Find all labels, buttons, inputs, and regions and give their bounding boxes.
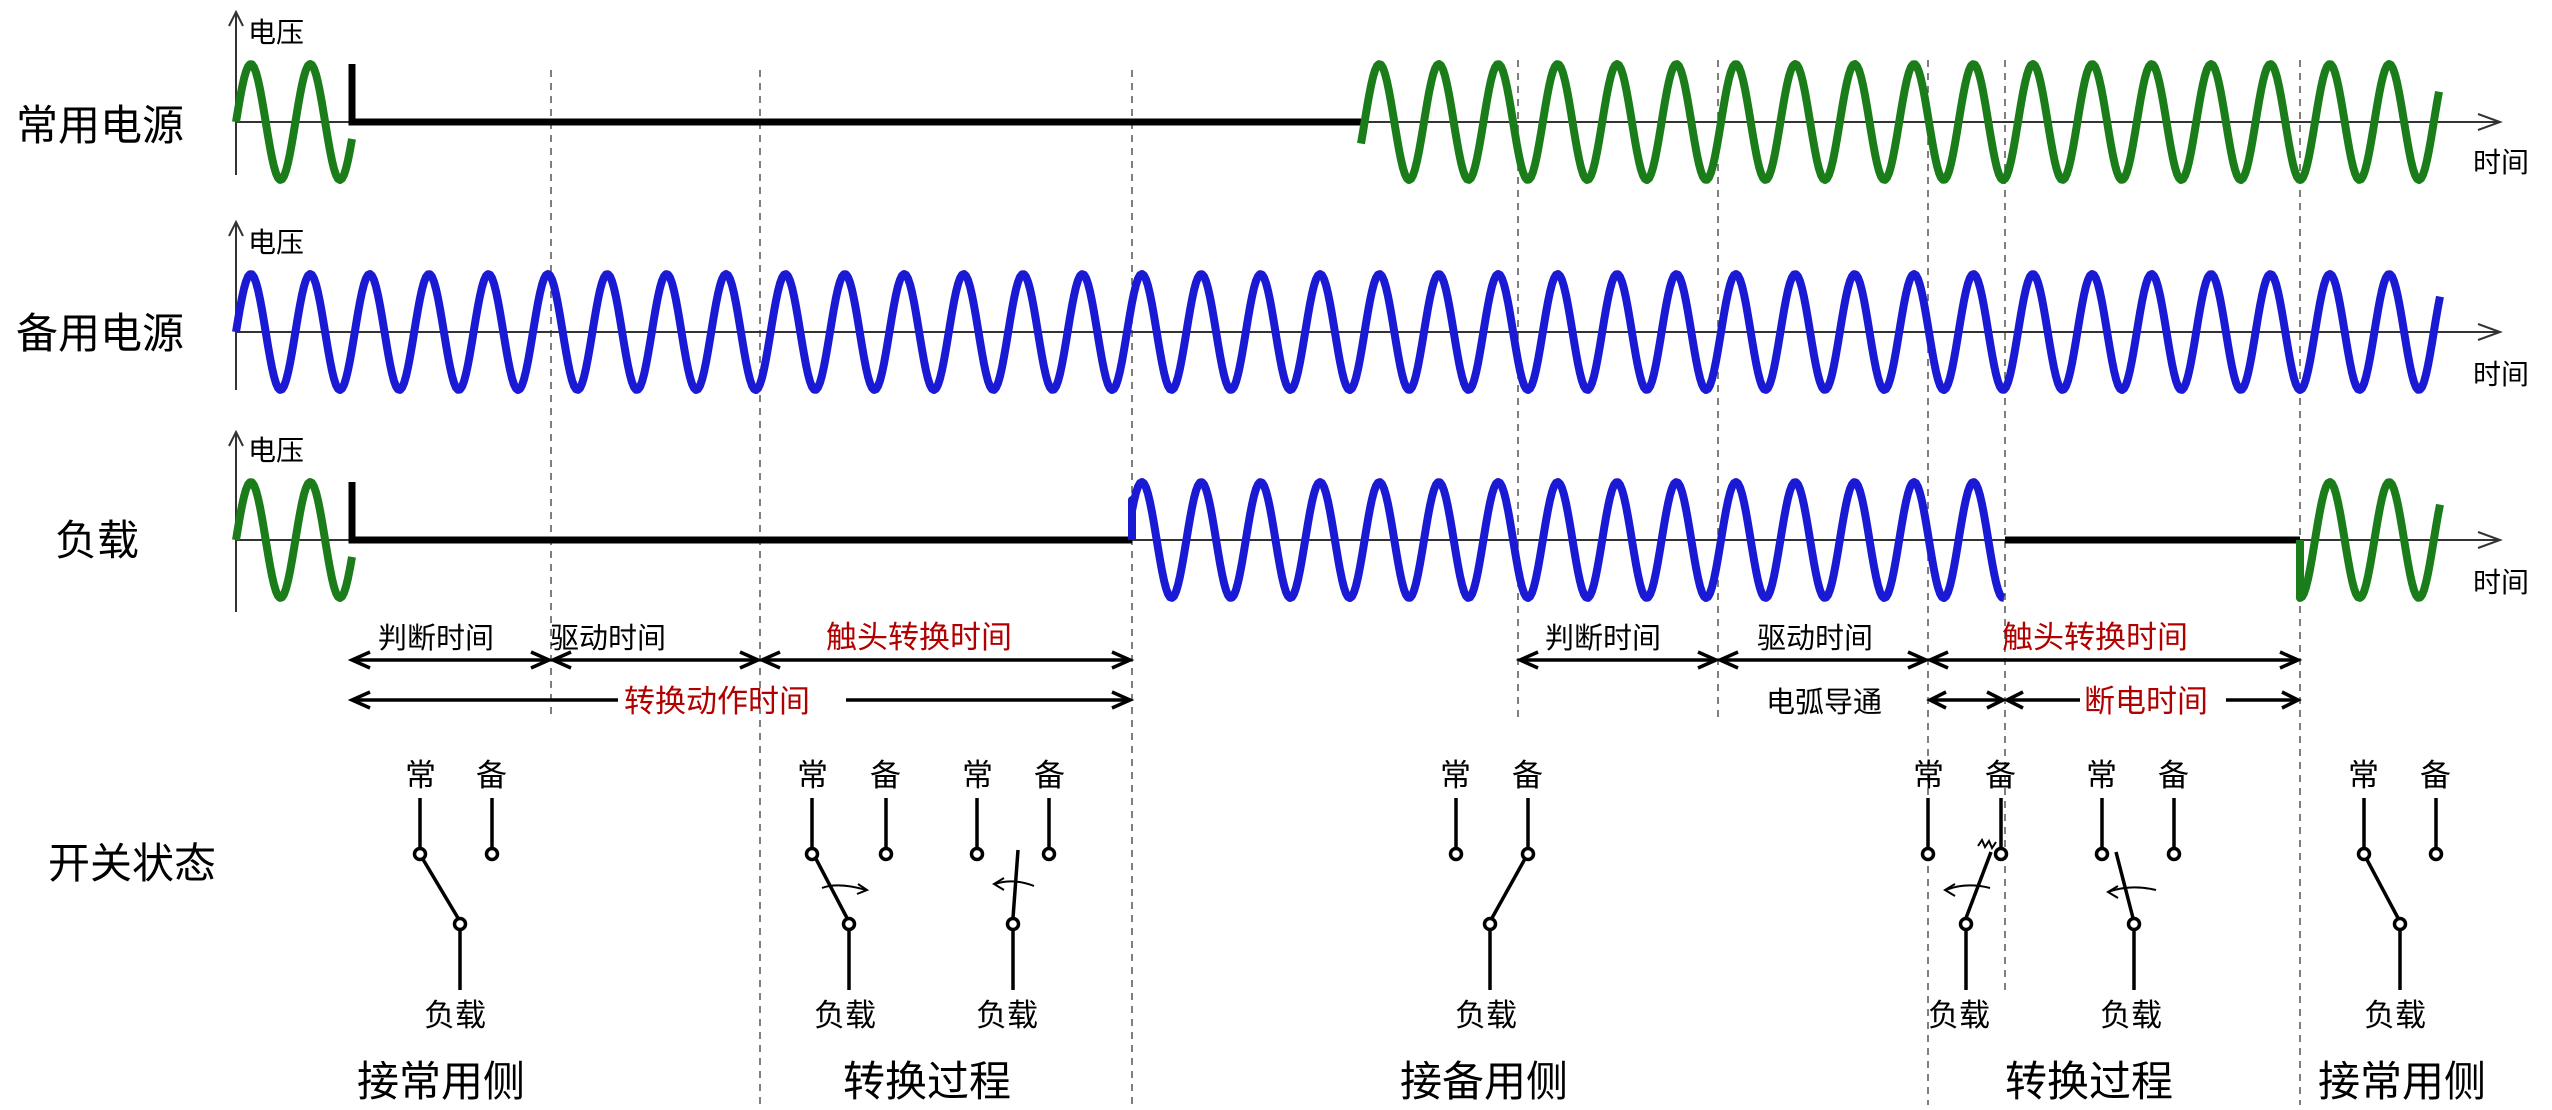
- load-terminal-label: 负载: [814, 998, 876, 1034]
- load-outage-line: [348, 482, 1132, 544]
- contact-time-arrow: [757, 650, 1135, 670]
- arc-conduction-arrow: [1926, 690, 2007, 710]
- x-axis-label: 时间: [2473, 566, 2529, 599]
- load-terminal-label: 负载: [424, 998, 486, 1034]
- backup-contact-label: 备: [476, 758, 507, 794]
- switch-state-normal-restored: 常 备 负载: [2348, 758, 2451, 1034]
- x-axis-label: 时间: [2473, 146, 2529, 179]
- power-off-label: 断电时间: [2084, 684, 2208, 720]
- phase-label: 转换过程: [2005, 1057, 2173, 1106]
- backup-contact-label: 备: [1512, 758, 1543, 794]
- switch-state-normal: 常 备 负载: [405, 758, 507, 1034]
- phase-label: 接备用侧: [1400, 1057, 1568, 1106]
- contact-time-label: 触头转换时间: [2002, 620, 2188, 656]
- drive-time-label: 驱动时间: [550, 621, 666, 655]
- load-terminal-label: 负载: [976, 998, 1038, 1034]
- x-axis-label: 时间: [2473, 358, 2529, 391]
- x-axis-arrow-icon: [2477, 531, 2503, 549]
- rotation-arrow-icon: [994, 880, 1035, 887]
- backup-contact-label: 备: [870, 758, 901, 794]
- x-axis-arrow-icon: [2477, 323, 2503, 341]
- backup-contact-label: 备: [1985, 758, 2016, 794]
- load-terminal-label: 负载: [2100, 998, 2162, 1034]
- normal-contact-label: 常: [2086, 758, 2117, 794]
- time-marker-lines: [550, 60, 2301, 1105]
- phase-label: 接常用侧: [357, 1057, 525, 1106]
- y-axis-label: 电压: [248, 434, 304, 467]
- normal-power-restored-wave: [1357, 60, 2443, 184]
- load-terminal-label: 负载: [1455, 998, 1517, 1034]
- y-axis-label: 电压: [248, 16, 304, 49]
- normal-power-outage-line: [348, 64, 1361, 126]
- phase-labels: 接常用侧 转换过程 接备用侧 转换过程 接常用侧: [357, 1057, 2486, 1106]
- contact-time-label: 触头转换时间: [826, 620, 1012, 656]
- backup-power-label: 备用电源: [16, 309, 184, 358]
- phase-label: 转换过程: [843, 1057, 1011, 1106]
- switch-state-backup: 常 备 负载: [1440, 758, 1543, 1034]
- switch-state-moving-to-normal: 常 备 负载: [2086, 758, 2189, 1034]
- load-terminal-label: 负载: [2364, 998, 2426, 1034]
- total-transfer-label: 转换动作时间: [624, 684, 810, 720]
- load-label: 负载: [55, 516, 139, 565]
- power-off-arrow: [2003, 690, 2302, 710]
- backup-contact-label: 备: [2158, 758, 2189, 794]
- normal-power-label: 常用电源: [16, 101, 184, 150]
- switch-status-label: 开关状态: [48, 839, 216, 888]
- switch-state-leaving-normal: 常 备 负载: [797, 758, 901, 1034]
- arc-conduction-label: 电弧导通: [1766, 685, 1882, 719]
- load-row: 负载 电压 时间: [55, 429, 2529, 612]
- timing-left: 判断时间 驱动时间 触头转换时间 转换动作时间: [347, 620, 1135, 720]
- rotation-arrow-icon: [821, 884, 867, 891]
- load-normal-restored-wave: [2296, 478, 2444, 602]
- load-normal-wave: [232, 478, 356, 602]
- y-axis-arrow-icon: [228, 219, 244, 237]
- total-transfer-arrow: [347, 690, 1135, 710]
- switch-state-moving-to-backup: 常 备 负载: [962, 758, 1065, 1034]
- normal-contact-label: 常: [1913, 758, 1944, 794]
- phase-label: 接常用侧: [2318, 1057, 2486, 1106]
- judge-time-label: 判断时间: [1545, 621, 1661, 655]
- judge-time-label: 判断时间: [378, 621, 494, 655]
- normal-contact-label: 常: [405, 758, 436, 794]
- drive-time-label: 驱动时间: [1757, 621, 1873, 655]
- y-axis-arrow-icon: [228, 9, 244, 27]
- rotation-arrow-icon: [1945, 884, 1991, 891]
- normal-contact-label: 常: [962, 758, 993, 794]
- contact-time-arrow: [1925, 650, 2303, 670]
- load-backup-wave: [1128, 478, 2006, 602]
- y-axis-arrow-icon: [228, 429, 244, 447]
- backup-contact-label: 备: [2420, 758, 2451, 794]
- normal-power-row: 常用电源 电压 时间: [16, 9, 2529, 184]
- x-axis-arrow-icon: [2477, 113, 2503, 131]
- normal-power-wave: [232, 60, 356, 184]
- timing-right: 判断时间 驱动时间 触头转换时间 电弧导通: [1515, 620, 2303, 720]
- normal-contact-label: 常: [2348, 758, 2379, 794]
- backup-power-row: 备用电源 电压 时间: [16, 219, 2529, 394]
- normal-contact-label: 常: [797, 758, 828, 794]
- arc-spark-icon: [1977, 837, 1997, 851]
- switch-state-arcing: 常 备 负载: [1913, 758, 2016, 1034]
- backup-power-wave: [232, 270, 2444, 394]
- backup-power-waveform: [232, 270, 2444, 394]
- backup-contact-label: 备: [1034, 758, 1065, 794]
- normal-power-waveform: [232, 60, 2443, 184]
- y-axis-label: 电压: [248, 226, 304, 259]
- load-terminal-label: 负载: [1928, 998, 1990, 1034]
- load-waveform: [232, 478, 2444, 602]
- normal-contact-label: 常: [1440, 758, 1471, 794]
